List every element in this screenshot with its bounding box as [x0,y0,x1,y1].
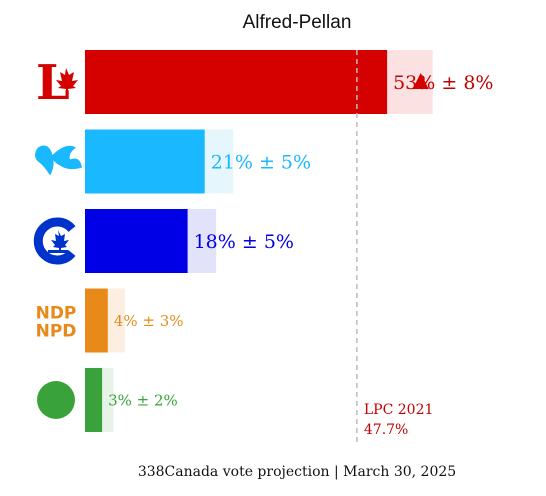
chart-title: Alfred-Pellan [243,12,352,33]
svg-text:NPD: NPD [36,322,77,342]
conservative-logo-icon [33,217,76,265]
bar-ndp [85,288,108,353]
bloc-logo-icon [35,145,82,176]
trend-up-arrow [412,73,429,89]
bar-cpc [85,209,188,273]
value-label-gpc: 3% ± 2% [108,391,178,409]
bars-layer: 53% ± 8% 21% ± 5% 18% ± 5% 4% ± 3% 3% ± 2% [85,50,493,432]
reference-layer: LPC 2021 47.7% [356,50,434,445]
bar-bq [85,129,205,194]
chart-footer: 338Canada vote projection | March 30, 20… [138,464,456,480]
liberal-logo-icon: L [36,55,78,111]
green-logo-icon [37,381,75,419]
value-label-lpc: 53% ± 8% [393,72,493,94]
svg-text:NDP: NDP [36,304,77,324]
value-label-cpc: 18% ± 5% [194,231,294,253]
value-label-bq: 21% ± 5% [211,151,311,173]
bar-lpc [85,50,388,114]
reference-label: LPC 2021 [364,402,434,418]
value-label-ndp: 4% ± 3% [114,312,184,330]
reference-value: 47.7% [364,422,408,438]
bar-gpc [85,368,103,432]
